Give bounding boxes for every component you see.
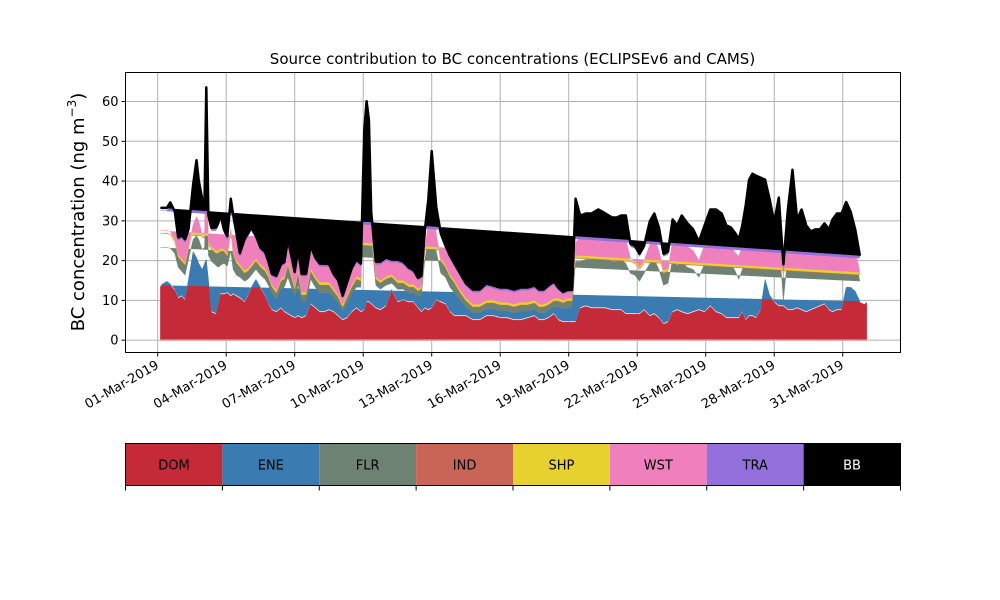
y-axis-label-exponent: −3 xyxy=(65,100,79,118)
y-tick-label: 0 xyxy=(110,334,118,349)
x-tick-label: 28-Mar-2019 xyxy=(699,358,778,412)
y-tick-label: 10 xyxy=(102,294,119,309)
legend-swatch-flr xyxy=(319,443,417,486)
chart-title: Source contribution to BC concentrations… xyxy=(270,50,755,68)
legend-frame xyxy=(125,443,901,486)
legend-label-dom: DOM xyxy=(158,459,189,474)
legend-swatch-wst xyxy=(609,443,707,486)
legend-swatch-ene xyxy=(222,443,320,486)
stacked-areas xyxy=(160,87,867,341)
y-tick-label: 30 xyxy=(102,214,119,229)
legend-colorbar: DOM ENE FLR IND SHP WST TRA BB xyxy=(125,443,901,491)
area-ene xyxy=(160,250,861,324)
legend-label-ene: ENE xyxy=(258,459,284,474)
y-axis-label-close: ) xyxy=(68,93,89,100)
x-tick-label: 25-Mar-2019 xyxy=(631,358,710,412)
y-tick-label: 40 xyxy=(102,175,119,190)
legend-label-shp: SHP xyxy=(549,459,575,474)
legend-label-bb: BB xyxy=(843,459,861,474)
y-axis-label: BC concentration (ng m−3) xyxy=(65,93,89,332)
x-tick-label: 07-Mar-2019 xyxy=(220,358,299,412)
x-tick-label: 10-Mar-2019 xyxy=(288,358,367,412)
plot-frame xyxy=(125,72,901,353)
legend-swatch-bb xyxy=(803,443,901,486)
legend-swatch-shp xyxy=(513,443,610,486)
y-tick-label: 20 xyxy=(102,254,119,269)
legend-label-tra: TRA xyxy=(742,459,768,474)
x-tick-label: 13-Mar-2019 xyxy=(357,358,436,412)
x-tick-label: 19-Mar-2019 xyxy=(494,358,573,412)
legend-swatch-ind xyxy=(416,443,513,486)
y-axis-label-base: BC concentration (ng m xyxy=(68,117,89,331)
x-tick-label: 31-Mar-2019 xyxy=(768,358,847,412)
x-tick-label: 16-Mar-2019 xyxy=(425,358,504,412)
legend-swatch-tra xyxy=(706,443,804,486)
legend-label-wst: WST xyxy=(644,459,673,474)
x-tick-label: 04-Mar-2019 xyxy=(151,358,230,412)
y-axis: 0 10 20 30 40 50 60 xyxy=(102,95,126,349)
x-axis: 01-Mar-201904-Mar-201907-Mar-201910-Mar-… xyxy=(83,352,847,412)
x-tick-label: 01-Mar-2019 xyxy=(83,358,162,412)
x-tick-label: 22-Mar-2019 xyxy=(562,358,641,412)
y-tick-label: 50 xyxy=(102,135,119,150)
legend-label-flr: FLR xyxy=(356,459,380,474)
legend-swatch-dom xyxy=(125,443,223,486)
y-tick-label: 60 xyxy=(102,95,119,110)
legend-label-ind: IND xyxy=(453,459,477,474)
total-outline xyxy=(160,86,862,298)
